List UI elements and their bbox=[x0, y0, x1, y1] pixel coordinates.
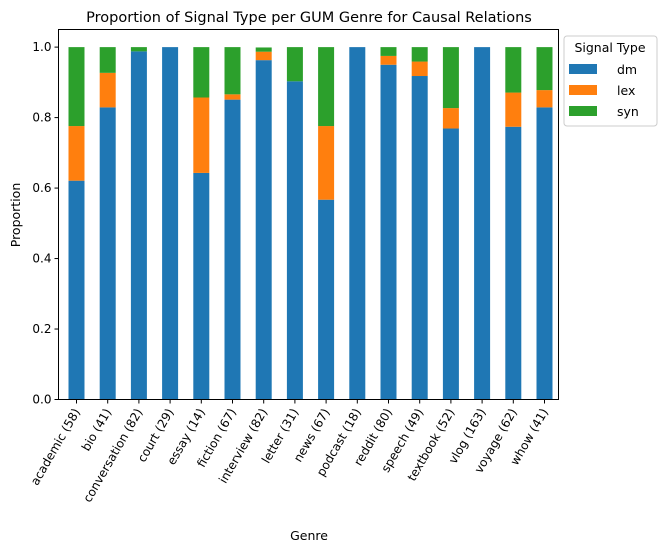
y-tick-label: 0.2 bbox=[32, 322, 51, 336]
bar-segment-dm bbox=[380, 64, 397, 400]
bar-segment-dm bbox=[349, 47, 366, 400]
y-axis-label: Proportion bbox=[8, 183, 23, 248]
y-tick-label: 0.4 bbox=[32, 252, 51, 266]
bar-segment-syn bbox=[193, 47, 210, 98]
bar-segment-syn bbox=[505, 47, 522, 93]
bar-segment-syn bbox=[99, 47, 116, 73]
bar-segment-syn bbox=[68, 47, 85, 127]
legend-swatch-dm bbox=[569, 64, 597, 74]
bar-segment-syn bbox=[536, 47, 553, 91]
bar-segment-lex bbox=[411, 61, 428, 77]
bar-segment-syn bbox=[380, 47, 397, 56]
chart-title: Proportion of Signal Type per GUM Genre … bbox=[86, 10, 532, 26]
y-tick-label: 0.0 bbox=[32, 393, 51, 407]
bar-segment-dm bbox=[162, 47, 179, 400]
bar-segment-syn bbox=[318, 47, 335, 127]
plot-frame bbox=[58, 29, 559, 400]
y-tick-label: 1.0 bbox=[32, 40, 51, 54]
bar-segment-syn bbox=[442, 47, 459, 109]
x-tick-label: academic (58) bbox=[28, 406, 83, 488]
bar-segment-dm bbox=[318, 199, 335, 400]
bar-segment-lex bbox=[380, 55, 397, 65]
legend: Signal Type dm lex syn bbox=[563, 35, 658, 127]
y-tick-label: 0.8 bbox=[32, 111, 51, 125]
bar-segment-lex bbox=[442, 108, 459, 129]
bar-segment-lex bbox=[68, 126, 85, 181]
legend-label-dm: dm bbox=[617, 62, 637, 77]
bar-segment-lex bbox=[193, 97, 210, 173]
bar-segment-dm bbox=[474, 47, 491, 400]
legend-label-syn: syn bbox=[617, 104, 639, 119]
bar-segment-syn bbox=[411, 47, 428, 62]
bar-segment-syn bbox=[130, 47, 147, 52]
bar-segment-syn bbox=[255, 47, 272, 52]
x-axis: academic (58)bio (41)conversation (82)co… bbox=[28, 399, 551, 505]
legend-label-lex: lex bbox=[617, 83, 635, 98]
bar-segment-lex bbox=[318, 126, 335, 200]
bar-segment-dm bbox=[536, 107, 553, 400]
bar-segment-lex bbox=[224, 94, 241, 100]
bar-segment-lex bbox=[99, 72, 116, 108]
bar-segment-dm bbox=[442, 128, 459, 400]
bar-segment-dm bbox=[255, 60, 272, 400]
bar-segment-dm bbox=[99, 107, 116, 400]
bar-segment-syn bbox=[286, 47, 303, 82]
bar-segment-dm bbox=[68, 180, 85, 400]
legend-frame bbox=[563, 35, 658, 127]
legend-swatch-lex bbox=[569, 85, 597, 95]
bar-segment-dm bbox=[411, 76, 428, 400]
x-axis-label: Genre bbox=[290, 528, 328, 543]
legend-title: Signal Type bbox=[574, 40, 645, 55]
bar-segment-syn bbox=[224, 47, 241, 95]
bar-segment-dm bbox=[130, 51, 147, 400]
bar-segment-dm bbox=[286, 81, 303, 400]
bar-segment-lex bbox=[505, 92, 522, 127]
legend-swatch-syn bbox=[569, 106, 597, 116]
bar-segment-lex bbox=[255, 51, 272, 61]
y-axis: 0.0 0.2 0.4 0.6 0.8 1.0 bbox=[32, 40, 59, 407]
bar-segment-dm bbox=[193, 172, 210, 400]
bar-segment-lex bbox=[536, 90, 553, 108]
bar-segment-dm bbox=[224, 99, 241, 400]
y-tick-label: 0.6 bbox=[32, 181, 51, 195]
bar-segment-dm bbox=[505, 126, 522, 400]
plot-area bbox=[68, 47, 553, 400]
